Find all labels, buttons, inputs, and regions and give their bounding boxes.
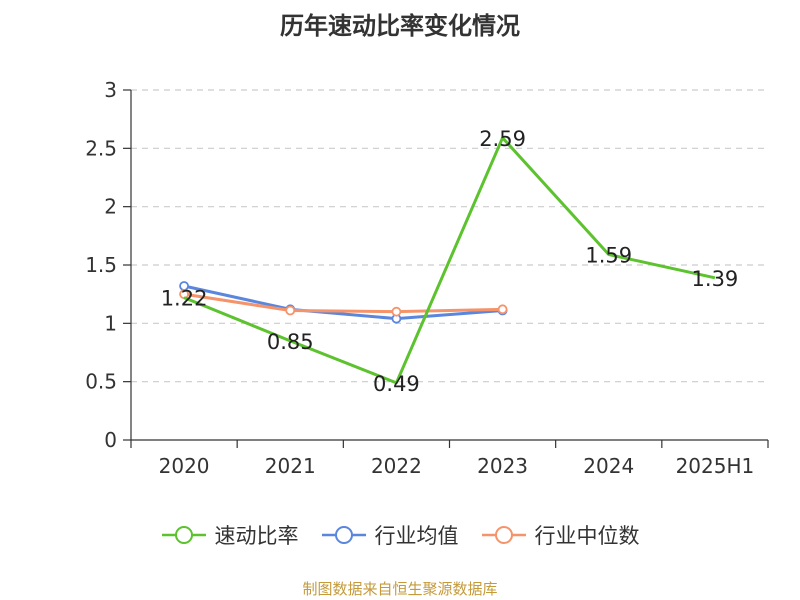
y-tick-label: 1	[104, 311, 117, 335]
y-tick-label: 1.5	[85, 253, 117, 277]
data-label: 1.59	[585, 244, 632, 268]
x-tick-label: 2023	[477, 454, 528, 478]
x-tick-label: 2024	[583, 454, 634, 478]
legend-item-industry-mean[interactable]: 行业均值	[321, 520, 459, 550]
data-label: 2.59	[479, 127, 526, 151]
x-tick-label: 2025H1	[676, 454, 755, 478]
chart-legend: 速动比率 行业均值 行业中位数	[0, 520, 800, 550]
legend-label-quick-ratio: 速动比率	[214, 524, 299, 548]
data-label: 1.39	[692, 267, 739, 291]
y-tick-label: 0.5	[85, 370, 117, 394]
data-label: 0.85	[267, 330, 314, 354]
y-tick-label: 2.5	[85, 136, 117, 160]
data-point	[285, 305, 296, 316]
legend-marker-quick-ratio	[161, 526, 206, 544]
source-note: 制图数据来自恒生聚源数据库	[302, 580, 498, 598]
x-tick-label: 2020	[159, 454, 210, 478]
y-tick-label: 2	[104, 195, 117, 219]
series-line	[183, 292, 503, 314]
legend-marker-industry-median	[481, 526, 526, 544]
legend-label-industry-median: 行业中位数	[534, 524, 640, 548]
data-label: 0.49	[373, 372, 420, 396]
chart-title: 历年速动比率变化情况	[280, 12, 520, 40]
series-line	[183, 136, 716, 385]
legend-marker-industry-mean	[321, 526, 366, 544]
data-point	[497, 304, 508, 315]
series-line	[183, 284, 503, 321]
data-point	[391, 306, 402, 317]
legend-item-industry-median[interactable]: 行业中位数	[481, 520, 640, 550]
data-label: 1.22	[161, 287, 208, 311]
x-tick-label: 2021	[265, 454, 316, 478]
y-tick-label: 0	[104, 428, 117, 452]
legend-item-quick-ratio[interactable]: 速动比率	[161, 520, 299, 550]
y-tick-label: 3	[104, 78, 117, 102]
x-tick-label: 2022	[371, 454, 422, 478]
legend-label-industry-mean: 行业均值	[374, 524, 459, 548]
